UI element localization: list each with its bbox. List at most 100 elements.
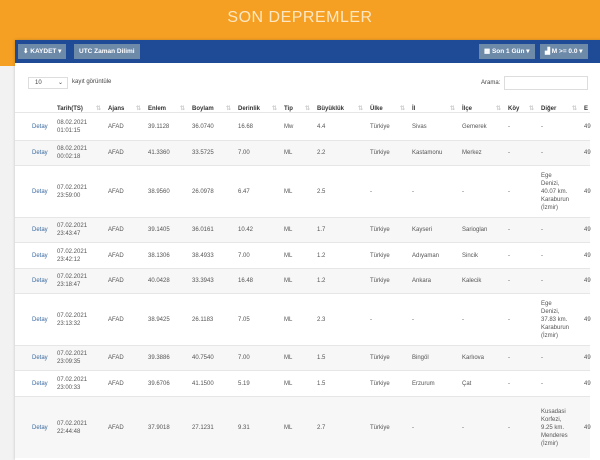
- cell-detail[interactable]: Detay: [32, 316, 48, 323]
- sort-icon[interactable]: ⇅: [136, 105, 142, 112]
- column-header-district[interactable]: İlçe ⇅: [462, 105, 502, 112]
- sort-icon[interactable]: ⇅: [180, 105, 186, 112]
- cell-extra: 49: [584, 316, 591, 323]
- cell-type: ML: [284, 150, 293, 156]
- cell-date: 07.02.2021 23:00:33: [57, 376, 88, 391]
- cell-depth: 16.48: [238, 278, 254, 284]
- cell-detail[interactable]: Detay: [32, 424, 48, 431]
- cell-longitude: 41.1500: [192, 380, 214, 387]
- table-row: Detay 07.02.2021 23:59:00 AFAD 38.9560 26.09…: [15, 165, 591, 217]
- page-size-value: 10: [35, 80, 42, 86]
- cell-detail[interactable]: Detay: [32, 188, 48, 195]
- cell-date: 08.02.2021 01:01:15: [57, 119, 88, 134]
- cell-extra: 49: [584, 123, 591, 130]
- cell-type: ML: [284, 188, 293, 195]
- cell-province: Bingöl: [412, 355, 429, 361]
- cell-detail[interactable]: Detay: [32, 252, 48, 259]
- sort-icon[interactable]: ⇅: [450, 105, 456, 112]
- column-header-depth[interactable]: Derinlik ⇅: [238, 105, 278, 112]
- cell-country: -: [370, 316, 372, 323]
- cell-district: Çat: [462, 380, 472, 387]
- cell-extra: 49: [584, 278, 591, 284]
- sort-icon[interactable]: ⇅: [272, 105, 278, 112]
- cell-village: -: [508, 150, 510, 156]
- cell-type: ML: [284, 316, 293, 323]
- table-row: Detay 08.02.2021 01:01:15 AFAD 39.1128 36.07…: [15, 112, 591, 140]
- page-title: SON DEPREMLER: [227, 9, 373, 26]
- sort-icon[interactable]: ⇅: [305, 105, 311, 112]
- cell-district: -: [462, 188, 464, 195]
- utc-timezone-button[interactable]: UTC Zaman Dilimi: [74, 44, 140, 59]
- cell-magnitude: 2.2: [317, 150, 326, 156]
- page-size-label: kayıt görüntüle: [72, 79, 112, 85]
- cell-magnitude: 2.3: [317, 316, 326, 323]
- column-header-agency[interactable]: Ajans ⇅: [108, 105, 142, 112]
- table-row: Detay 08.02.2021 00:02:18 AFAD 41.3360 33.57…: [15, 140, 591, 165]
- sort-icon[interactable]: ⇅: [529, 105, 535, 112]
- cell-detail[interactable]: Detay: [32, 123, 48, 130]
- table-row: Detay 07.02.2021 23:42:12 AFAD 38.1306 38.49…: [15, 242, 591, 268]
- cell-longitude: 26.0978: [192, 188, 214, 195]
- cell-extra: 49: [584, 355, 591, 361]
- cell-other: -: [541, 380, 543, 387]
- sort-icon[interactable]: ⇅: [400, 105, 406, 112]
- table-row: Detay 07.02.2021 23:00:33 AFAD 39.6706 41.15…: [15, 370, 591, 396]
- cell-detail[interactable]: Detay: [32, 278, 48, 284]
- column-header-latitude[interactable]: Enlem ⇅: [148, 105, 186, 112]
- cell-extra: 49: [584, 252, 591, 259]
- cell-other: -: [541, 150, 543, 156]
- cell-country: Türkiye: [370, 252, 390, 259]
- column-header-village[interactable]: Köy ⇅: [508, 105, 535, 112]
- cell-extra: 49: [584, 424, 591, 431]
- save-button[interactable]: ⬇ KAYDET ▾: [18, 44, 67, 59]
- cell-other: -: [541, 123, 543, 130]
- cell-latitude: 37.9018: [148, 424, 170, 431]
- page-size-select[interactable]: 10 ⌄: [28, 77, 68, 89]
- column-header-other[interactable]: Diğer ⇅: [541, 105, 578, 112]
- toolbar: ⬇ KAYDET ▾ UTC Zaman Dilimi ▦ Son 1 Gün …: [15, 40, 600, 63]
- cell-magnitude: 2.7: [317, 424, 326, 431]
- cell-latitude: 40.0428: [148, 278, 170, 284]
- column-header-extra[interactable]: E: [584, 105, 589, 112]
- cell-depth: 10.42: [238, 227, 254, 233]
- cell-depth: 7.05: [238, 316, 250, 323]
- cell-district: Kalecik: [462, 278, 482, 284]
- column-header-country[interactable]: Ülke ⇅: [370, 105, 406, 112]
- cell-extra: 49: [584, 150, 591, 156]
- cell-detail[interactable]: Detay: [32, 355, 48, 361]
- column-header-date[interactable]: Tarih(TS) ⇅: [57, 105, 102, 112]
- cell-date: 08.02.2021 00:02:18: [57, 146, 88, 160]
- cell-magnitude: 2.5: [317, 188, 326, 195]
- column-header-type[interactable]: Tip ⇅: [284, 105, 311, 112]
- column-header-magnitude[interactable]: Büyüklük ⇅: [317, 105, 364, 112]
- cell-detail[interactable]: Detay: [32, 380, 48, 387]
- sort-icon[interactable]: ⇅: [96, 105, 102, 112]
- period-dropdown[interactable]: ▦ Son 1 Gün ▾: [479, 44, 535, 59]
- cell-district: -: [462, 424, 464, 431]
- sort-icon[interactable]: ⇅: [226, 105, 232, 112]
- cell-latitude: 38.9560: [148, 188, 170, 195]
- sort-icon[interactable]: ⇅: [572, 105, 578, 112]
- cell-longitude: 36.0740: [192, 123, 214, 130]
- column-header-province[interactable]: İl ⇅: [412, 105, 456, 112]
- cell-depth: 6.47: [238, 188, 250, 195]
- sort-icon[interactable]: ⇅: [358, 105, 364, 112]
- cell-village: -: [508, 278, 510, 284]
- main-panel: ⬇ KAYDET ▾ UTC Zaman Dilimi ▦ Son 1 Gün …: [15, 40, 600, 460]
- cell-magnitude: 1.5: [317, 380, 326, 387]
- cell-other: -: [541, 355, 543, 361]
- cell-detail[interactable]: Detay: [32, 150, 48, 156]
- cell-province: Erzurum: [412, 380, 435, 387]
- cell-country: Türkiye: [370, 150, 390, 156]
- magnitude-dropdown[interactable]: ▟ M >= 0.0 ▾: [540, 44, 588, 59]
- cell-village: -: [508, 355, 510, 361]
- cell-date: 07.02.2021 23:59:00: [57, 184, 88, 199]
- search-input[interactable]: [504, 76, 588, 90]
- cell-province: Adıyaman: [412, 252, 440, 259]
- cell-detail[interactable]: Detay: [32, 227, 48, 233]
- cell-village: -: [508, 188, 510, 195]
- cell-magnitude: 1.5: [317, 355, 326, 361]
- sort-icon[interactable]: ⇅: [496, 105, 502, 112]
- cell-date: 07.02.2021 22:44:48: [57, 420, 88, 435]
- column-header-longitude[interactable]: Boylam ⇅: [192, 105, 232, 112]
